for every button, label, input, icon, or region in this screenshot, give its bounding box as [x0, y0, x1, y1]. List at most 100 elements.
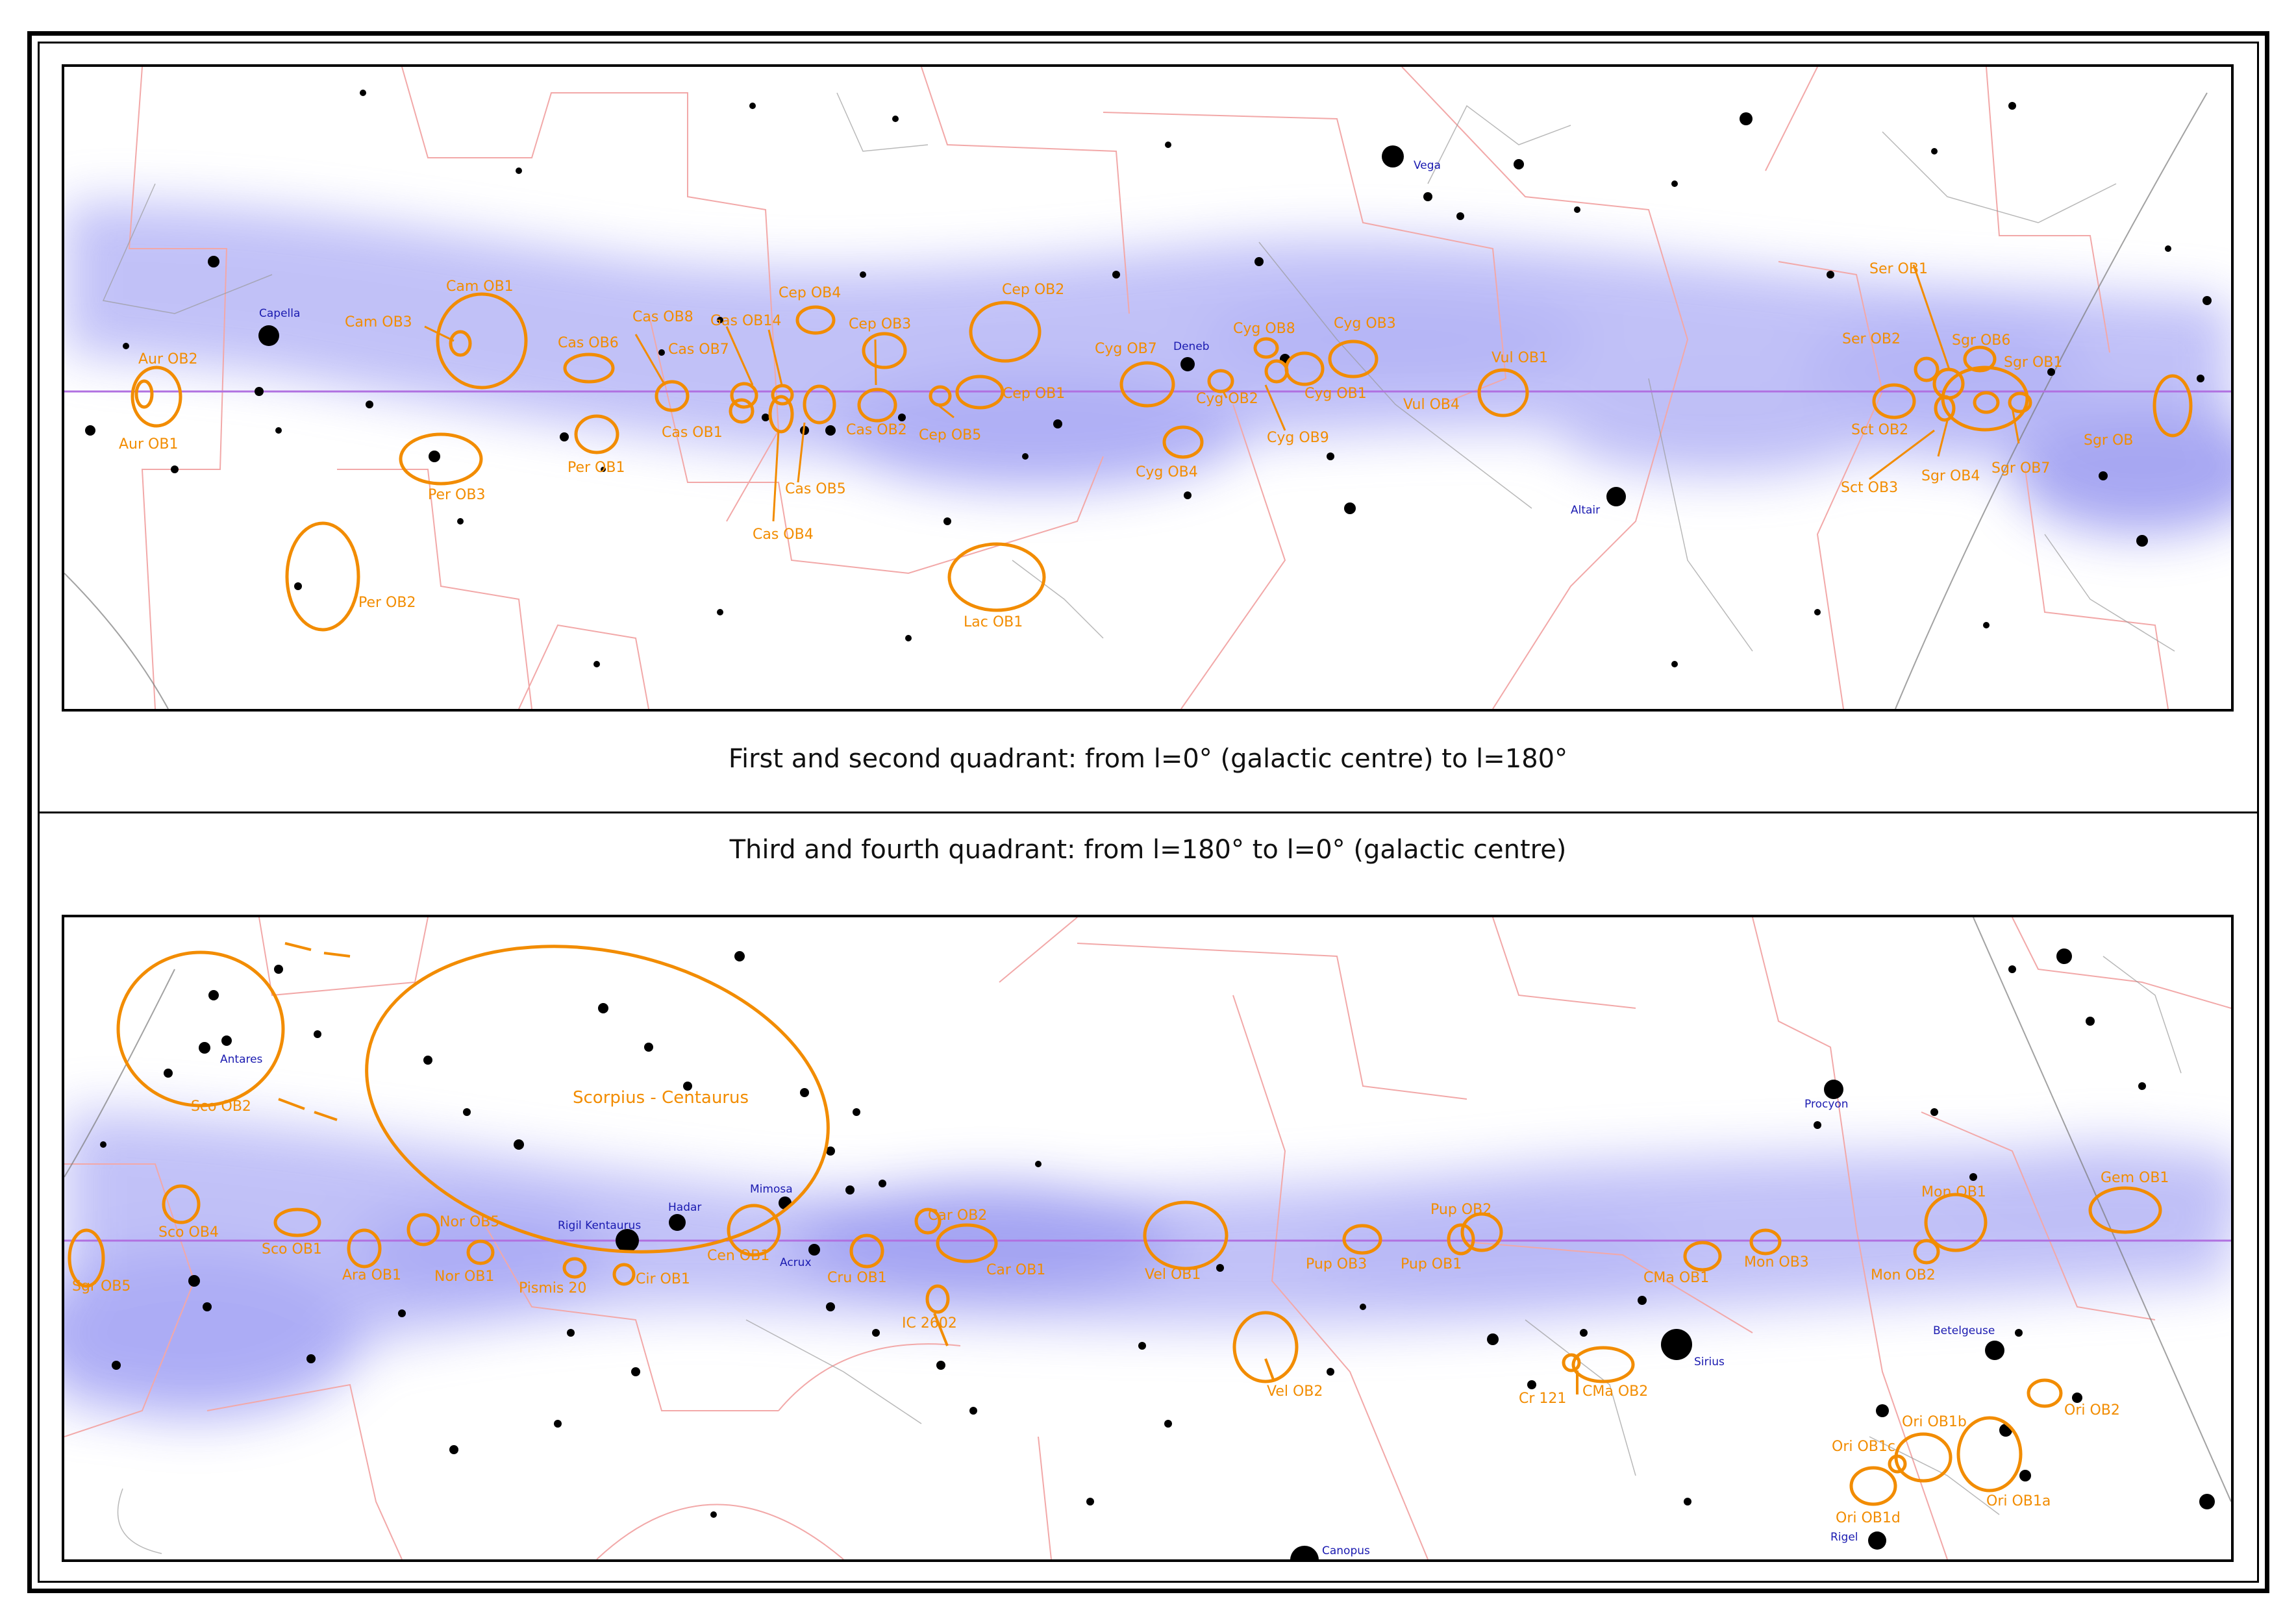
named-star-vega: Vega	[1382, 145, 1441, 172]
association-label-sco-ob1: Sco OB1	[262, 1241, 322, 1258]
association-ellipse	[612, 1263, 636, 1286]
star-label-antares: Antares	[220, 1053, 263, 1066]
association-ellipse	[1119, 361, 1175, 408]
association-label-cas-ob8: Cas OB8	[632, 309, 693, 325]
association-ellipse	[768, 395, 794, 434]
association-labels: Aur OB2 Aur OB1 Cam OB1 Cam OB3 Per OB3 …	[119, 261, 2133, 630]
association-ellipse	[936, 1223, 998, 1263]
association-ellipse	[1460, 1212, 1503, 1252]
association-ellipse	[1956, 1416, 2023, 1493]
caption-first-second-quadrant: First and second quadrant: from l=0° (ga…	[728, 744, 1568, 774]
association-ellipse	[729, 398, 755, 424]
association-ellipse	[862, 332, 907, 369]
association-ellipse	[969, 301, 1042, 363]
association-leader-lines	[424, 264, 2020, 522]
constellation-boundaries	[64, 917, 2231, 1559]
association-ellipse	[285, 521, 360, 632]
named-star-rigel: Rigel	[1830, 1531, 1886, 1550]
association-label-cyg-ob3: Cyg OB3	[1334, 316, 1396, 332]
association-label-mon-ob3: Mon OB3	[1744, 1254, 1809, 1270]
association-label-mon-ob2: Mon OB2	[1871, 1267, 1936, 1283]
association-label-cep-ob2: Cep OB2	[1002, 282, 1064, 298]
association-label-gas-ob14: Gas OB14	[710, 313, 781, 329]
association-label-cep-ob4: Cep OB4	[779, 285, 841, 301]
association-label-ori-ob2: Ori OB2	[2064, 1402, 2120, 1419]
association-label-cr-121: Cr 121	[1519, 1391, 1566, 1407]
association-label-pup-ob1: Pup OB1	[1401, 1256, 1462, 1272]
association-label-car-ob2: Car OB2	[928, 1208, 987, 1224]
association-ellipse	[436, 292, 528, 390]
association-ellipse	[1143, 1200, 1229, 1270]
association-ellipse	[134, 379, 154, 409]
named-star-acrux: Acrux	[780, 1244, 820, 1269]
association-label-per-ob1: Per OB1	[568, 460, 625, 476]
star-label-capella: Capella	[259, 307, 300, 320]
star-label-deneb: Deneb	[1173, 340, 1210, 353]
association-ellipse	[1571, 1346, 1635, 1383]
association-label-gem-ob1: Gem OB1	[2101, 1170, 2169, 1186]
association-ellipse	[771, 384, 794, 406]
association-leader-lines	[278, 942, 1578, 1394]
association-label-ori-ob1a: Ori OB1a	[1986, 1493, 2051, 1509]
association-label-sgr-ob6: Sgr OB6	[1952, 332, 2010, 349]
association-label-ori-ob1d: Ori OB1d	[1836, 1510, 1901, 1526]
association-ellipse	[1872, 383, 1916, 419]
association-ellipse	[1284, 351, 1325, 386]
association-label-sct-ob3: Sct OB3	[1841, 480, 1898, 496]
association-label-sgr-ob4: Sgr OB4	[1921, 468, 1980, 484]
association-label-sco-ob4: Sco OB4	[158, 1224, 219, 1241]
sky-map-bottom: Antares Rigil Kentaurus Hadar Mimosa Acr…	[64, 917, 2231, 1559]
sky-map-top: Capella Vega Deneb Altair	[64, 67, 2231, 709]
association-label-cyg-ob4: Cyg OB4	[1136, 464, 1198, 480]
star-label-hadar: Hadar	[668, 1201, 701, 1214]
association-label-cyg-ob9: Cyg OB9	[1267, 430, 1329, 446]
association-label-cas-ob1: Cas OB1	[662, 425, 723, 441]
association-ellipse	[68, 1228, 105, 1288]
association-ellipse	[1894, 1432, 1953, 1483]
association-label-ser-ob1: Ser OB1	[1869, 261, 1928, 277]
association-ellipse	[116, 950, 285, 1108]
association-label-cma-ob1: CMa OB1	[1643, 1270, 1709, 1286]
association-label-per-ob2: Per OB2	[358, 595, 416, 611]
association-label-sct-ob2: Sct OB2	[1851, 422, 1908, 438]
association-ellipse	[1207, 369, 1234, 393]
association-label-ic-2602: IC 2602	[902, 1315, 957, 1332]
association-ellipse	[1683, 1241, 1722, 1272]
association-label-cru-ob1: Cru OB1	[827, 1270, 887, 1286]
named-star-hadar: Hadar	[668, 1201, 701, 1231]
constellation-lines	[64, 917, 2231, 1554]
association-ellipse	[730, 382, 758, 409]
map-panel-first-second-quadrant: Capella Vega Deneb Altair	[62, 64, 2234, 712]
association-label-sgr-ob7: Sgr OB7	[1991, 460, 2050, 477]
association-ellipse	[2088, 1186, 2162, 1234]
association-ellipse	[857, 388, 897, 423]
caption-third-fourth-quadrant: Third and fourth quadrant: from l=180° t…	[729, 835, 1567, 865]
association-label-ori-ob1b: Ori OB1b	[1902, 1414, 1967, 1430]
panel-divider	[38, 812, 2259, 813]
association-label-pismis-20: Pismis 20	[519, 1280, 586, 1296]
association-ellipse	[795, 305, 836, 335]
association-label-aur-ob2: Aur OB2	[138, 351, 197, 367]
association-label-pup-ob2: Pup OB2	[1430, 1202, 1491, 1218]
association-ellipse	[1934, 395, 1956, 422]
association-ellipse	[1162, 425, 1204, 459]
association-ellipse	[347, 1228, 382, 1269]
association-label-cas-ob7: Cas OB7	[668, 341, 729, 358]
association-label-ser-ob2: Ser OB2	[1842, 331, 1901, 347]
association-ellipse	[574, 414, 619, 454]
association-label-vel-ob2: Vel OB2	[1267, 1383, 1323, 1400]
association-ellipse	[1328, 340, 1379, 378]
association-label-vul-ob1: Vul OB1	[1491, 350, 1548, 366]
association-ellipse	[466, 1239, 495, 1265]
association-ellipse	[273, 1208, 321, 1237]
association-markers	[131, 292, 2193, 632]
association-label-ara-ob1: Ara OB1	[342, 1267, 401, 1283]
association-ellipse	[1849, 1466, 1897, 1506]
named-star-antares: Antares	[199, 1042, 263, 1066]
named-star-betelgeuse: Betelgeuse	[1933, 1324, 2004, 1360]
association-ellipse	[2008, 391, 2032, 414]
background-stars	[100, 948, 2215, 1518]
association-ellipse	[2152, 374, 2193, 438]
association-markers	[68, 945, 2162, 1506]
association-ellipse	[162, 1184, 201, 1224]
